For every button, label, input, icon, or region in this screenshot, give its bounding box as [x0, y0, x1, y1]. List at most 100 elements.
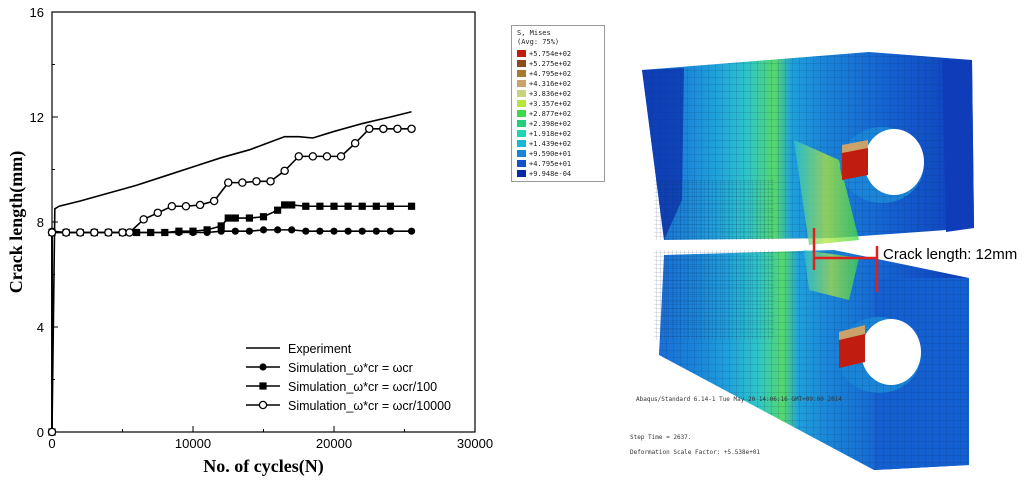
data-point: [231, 214, 239, 222]
data-point: [316, 202, 324, 210]
data-point: [274, 206, 282, 214]
y-tick-label: 4: [37, 320, 44, 335]
data-point: [344, 227, 352, 235]
data-point: [189, 227, 197, 235]
data-point: [161, 228, 169, 237]
data-point: [407, 227, 416, 235]
legend-marker: [259, 382, 267, 390]
data-point: [274, 226, 282, 234]
data-point: [133, 228, 141, 237]
stress-legend-value: +5.275e+02: [529, 59, 572, 68]
x-tick-label: 0: [48, 436, 55, 451]
step-time-text: Step Time = 2637.: [630, 434, 692, 441]
chart-axes: 0 10000 20000 30000 0 4 8 12 16 No. of cycles(N) C…: [6, 5, 493, 477]
y-axis-label: Crack length(mm): [6, 151, 27, 293]
data-point: [139, 215, 148, 224]
legend-label: Simulation_ω*cr = ωcr/100: [288, 380, 437, 394]
data-point: [386, 227, 394, 235]
stress-legend-value: +2.398e+02: [529, 119, 572, 128]
stress-legend-entry: +2.398e+02: [517, 119, 572, 128]
x-tick-label: 10000: [175, 436, 211, 451]
data-point: [344, 202, 352, 210]
data-point: [104, 228, 113, 237]
data-point: [167, 201, 177, 211]
stress-legend-value: +4.795e+02: [529, 69, 572, 78]
data-point: [280, 166, 289, 176]
data-point: [238, 178, 247, 187]
data-point: [195, 200, 205, 210]
data-point: [372, 227, 380, 235]
stress-color-swatch: [517, 170, 526, 177]
data-point: [118, 228, 127, 237]
data-point: [203, 226, 211, 234]
stress-color-swatch: [517, 150, 526, 157]
data-point: [181, 201, 191, 211]
y-tick-label: 0: [37, 425, 44, 440]
chart-series: [47, 110, 416, 437]
stress-legend-value: +2.877e+02: [529, 109, 572, 118]
data-point: [288, 226, 296, 234]
data-point: [302, 227, 310, 235]
stress-legend-entry: +3.836e+02: [517, 89, 572, 98]
stress-legend-value: +1.918e+02: [529, 129, 572, 138]
data-point: [217, 222, 225, 230]
crack-length-chart: 0 10000 20000 30000 0 4 8 12 16 No. of cycles(N) C…: [6, 5, 493, 477]
data-point: [358, 227, 366, 235]
data-point: [330, 227, 338, 235]
data-point: [224, 214, 232, 222]
data-point: [47, 427, 57, 437]
abaqus-footer: Abaqus/Standard 6.14-1 Tue May 20 14:06:…: [636, 396, 842, 403]
legend-marker: [258, 400, 268, 410]
series-3: [47, 124, 416, 437]
stress-color-swatch: [517, 110, 526, 117]
y-tick-label: 8: [37, 215, 44, 230]
stress-color-swatch: [517, 80, 526, 87]
stress-legend-value: +1.439e+02: [529, 139, 572, 148]
stress-legend-entry: +1.918e+02: [517, 129, 572, 138]
x-tick-label: 30000: [457, 436, 493, 451]
data-point: [245, 227, 253, 235]
data-point: [75, 228, 85, 237]
x-axis-label: No. of cycles(N): [203, 456, 323, 477]
series-line: [51, 128, 412, 432]
data-point: [407, 202, 416, 210]
data-point: [308, 152, 318, 161]
legend-label: Simulation_ω*cr = ωcr: [288, 361, 413, 375]
data-point: [266, 177, 275, 186]
y-tick-label: 12: [30, 110, 44, 125]
stress-color-swatch: [517, 120, 526, 127]
stress-legend-entry: +4.795e+01: [517, 160, 571, 168]
series-line: [51, 204, 412, 432]
data-point: [330, 202, 338, 210]
stress-legend-value: +3.836e+02: [529, 89, 572, 98]
stress-color-swatch: [517, 90, 526, 97]
data-point: [245, 214, 253, 222]
chart-legend: Experiment Simulation_ω*cr = ωcr Simulatio…: [246, 342, 451, 413]
data-point: [153, 208, 162, 218]
stress-legend-entry: +3.357e+02: [517, 100, 571, 108]
stress-color-swatch: [517, 130, 526, 137]
stress-legend-title: S, Mises: [517, 29, 551, 37]
stress-legend-entry: +5.275e+02: [517, 59, 572, 68]
stress-color-swatch: [517, 70, 526, 77]
y-tick-label: 16: [30, 5, 44, 20]
stress-color-swatch: [517, 50, 526, 57]
data-point: [372, 202, 380, 210]
stress-legend-entry: +2.877e+02: [517, 109, 572, 118]
data-point: [175, 227, 183, 235]
crack-length-label: Crack length: 12mm: [883, 246, 1018, 263]
stress-legend-entry: +9.590e+01: [517, 150, 571, 158]
crack-length-marker: [812, 228, 879, 292]
stress-legend-entry: +1.439e+02: [517, 139, 572, 148]
data-point: [288, 201, 296, 209]
crack-gap: [812, 245, 879, 252]
data-point: [336, 152, 346, 161]
data-point: [209, 196, 219, 206]
stress-color-swatch: [517, 140, 526, 147]
data-point: [259, 226, 268, 234]
stress-legend-value: +4.316e+02: [529, 79, 572, 88]
fea-contour-model: [642, 52, 974, 470]
stress-color-legend: S, Mises (Avg: 75%) +5.754e+02 +5.275e+02…: [511, 25, 605, 182]
data-point: [223, 178, 233, 187]
stress-color-swatch: [517, 60, 526, 67]
